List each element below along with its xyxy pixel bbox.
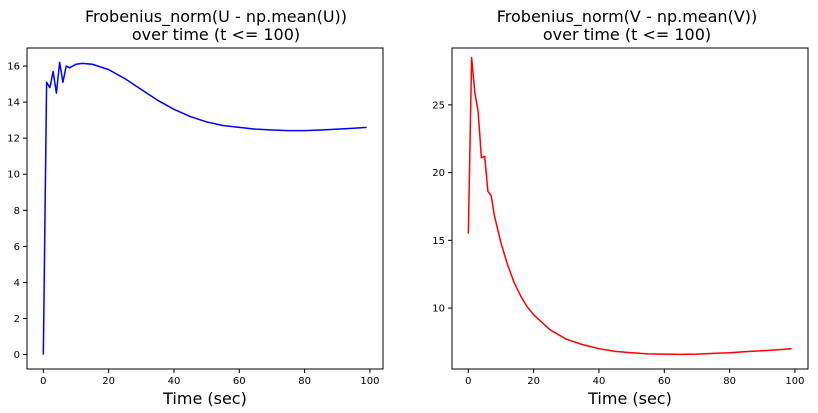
chart-u-x-tick-label: 80: [298, 376, 311, 387]
chart-v-y-tick-label: 10: [432, 304, 445, 315]
chart-u-series-line: [42, 61, 367, 355]
chart-v-y-tick-label: 15: [432, 236, 445, 247]
chart-v-title-line-1: Frobenius_norm(V - np.mean(V)): [497, 7, 758, 27]
chart-v-x-axis-label: Time (sec): [587, 389, 672, 408]
chart-v-x-ticks: 0 20 40 60 80 100: [465, 369, 804, 387]
chart-u-y-ticks: 0 2 4 6 8 10 12 14 16: [7, 62, 27, 361]
chart-v-panel: Frobenius_norm(V - np.mean(V)) over time…: [432, 7, 809, 408]
chart-u-y-tick-label: 8: [14, 206, 20, 217]
chart-v-x-tick-label: 40: [593, 376, 606, 387]
chart-v-title-line-2: over time (t <= 100): [543, 25, 711, 44]
chart-u-y-tick-label: 12: [7, 134, 20, 145]
chart-v-y-tick-label: 20: [432, 168, 445, 179]
chart-v-y-tick-label: 25: [432, 100, 445, 111]
chart-v-x-tick-label: 0: [465, 376, 471, 387]
chart-u-y-tick-label: 6: [14, 242, 20, 253]
chart-v-x-tick-label: 80: [723, 376, 736, 387]
chart-u-x-tick-label: 100: [360, 376, 379, 387]
chart-u-x-tick-label: 60: [233, 376, 246, 387]
chart-u-y-tick-label: 4: [14, 278, 20, 289]
chart-u-x-tick-label: 40: [168, 376, 181, 387]
chart-v-x-tick-label: 100: [785, 376, 804, 387]
chart-u-x-tick-label: 0: [40, 376, 46, 387]
chart-u-x-ticks: 0 20 40 60 80 100: [40, 369, 379, 387]
chart-u-title-line-2: over time (t <= 100): [132, 25, 300, 44]
chart-u-y-tick-label: 14: [7, 98, 20, 109]
chart-u-x-axis-label: Time (sec): [162, 389, 247, 408]
chart-u-y-tick-label: 16: [7, 62, 20, 73]
chart-v-y-ticks: 10 15 20 25: [432, 100, 452, 315]
chart-u-panel: Frobenius_norm(U - np.mean(U)) over time…: [7, 7, 384, 408]
chart-v-x-tick-label: 60: [658, 376, 671, 387]
chart-v-series-line: [467, 56, 792, 356]
chart-u-title-line-1: Frobenius_norm(U - np.mean(U)): [85, 7, 347, 27]
chart-u-x-tick-label: 20: [102, 376, 115, 387]
chart-u-axes: [26, 47, 384, 370]
chart-v-axes: [451, 47, 809, 370]
chart-u-y-tick-label: 10: [7, 170, 20, 181]
chart-u-y-tick-label: 0: [14, 350, 20, 361]
chart-u-y-tick-label: 2: [14, 314, 20, 325]
chart-v-x-tick-label: 20: [527, 376, 540, 387]
